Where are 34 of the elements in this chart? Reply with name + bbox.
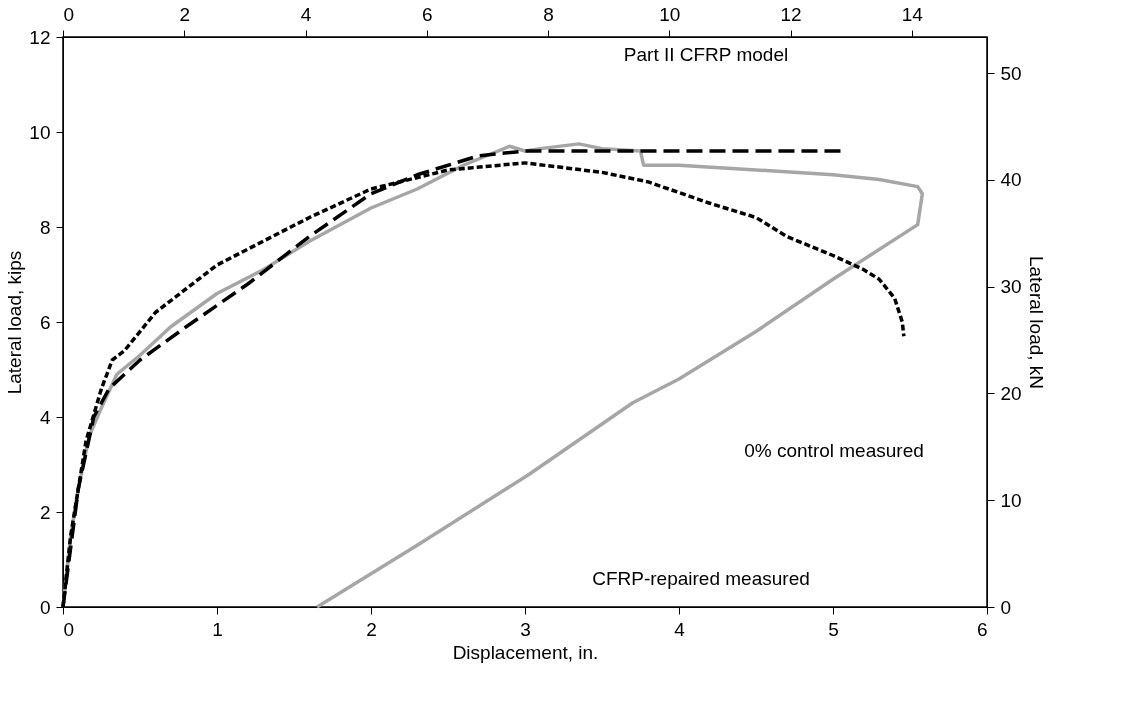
x-tick-label: 1 xyxy=(212,618,223,640)
y-axis-title: Lateral load, kips xyxy=(4,250,26,395)
y-tick-label: 6 xyxy=(39,311,51,333)
x2-tick-label: 8 xyxy=(543,3,554,25)
x-tick-label: 0 xyxy=(63,618,75,640)
y2-tick-label: 0 xyxy=(1000,596,1012,618)
y2-tick-label: 50 xyxy=(1000,62,1022,84)
x-axis-title: Displacement, in. xyxy=(452,641,599,663)
x2-tick-label: 6 xyxy=(421,3,433,25)
x-tick-label: 3 xyxy=(520,618,531,640)
y2-axis-title: Lateral load, kN xyxy=(1025,255,1047,390)
x2-tick-label: 12 xyxy=(780,3,802,25)
x-tick-label: 2 xyxy=(366,618,377,640)
y-tick-label: 2 xyxy=(39,501,51,523)
y2-tick-label: 40 xyxy=(1000,169,1022,191)
x-tick-label: 4 xyxy=(674,618,686,640)
annotation: 0% control measured xyxy=(744,440,924,461)
x2-tick-label: 14 xyxy=(901,3,924,25)
y-tick-label: 0 xyxy=(39,596,51,618)
y-tick-label: 8 xyxy=(39,216,51,238)
y2-tick-label: 30 xyxy=(1000,276,1022,298)
y-tick-label: 12 xyxy=(29,26,51,48)
annotation: Part II CFRP model xyxy=(623,44,789,65)
x2-tick-label: 2 xyxy=(179,3,191,25)
x-tick-label: 6 xyxy=(976,618,988,640)
x2-tick-label: 4 xyxy=(300,3,312,25)
x2-tick-label: 0 xyxy=(63,3,75,25)
y2-tick-label: 20 xyxy=(1000,382,1022,404)
annotation: CFRP-repaired measured xyxy=(592,568,810,589)
x2-tick-label: 10 xyxy=(659,3,681,25)
y2-tick-label: 10 xyxy=(1000,489,1022,511)
y-tick-label: 10 xyxy=(29,121,51,143)
y-tick-label: 4 xyxy=(39,406,51,428)
x-tick-label: 5 xyxy=(828,618,839,640)
